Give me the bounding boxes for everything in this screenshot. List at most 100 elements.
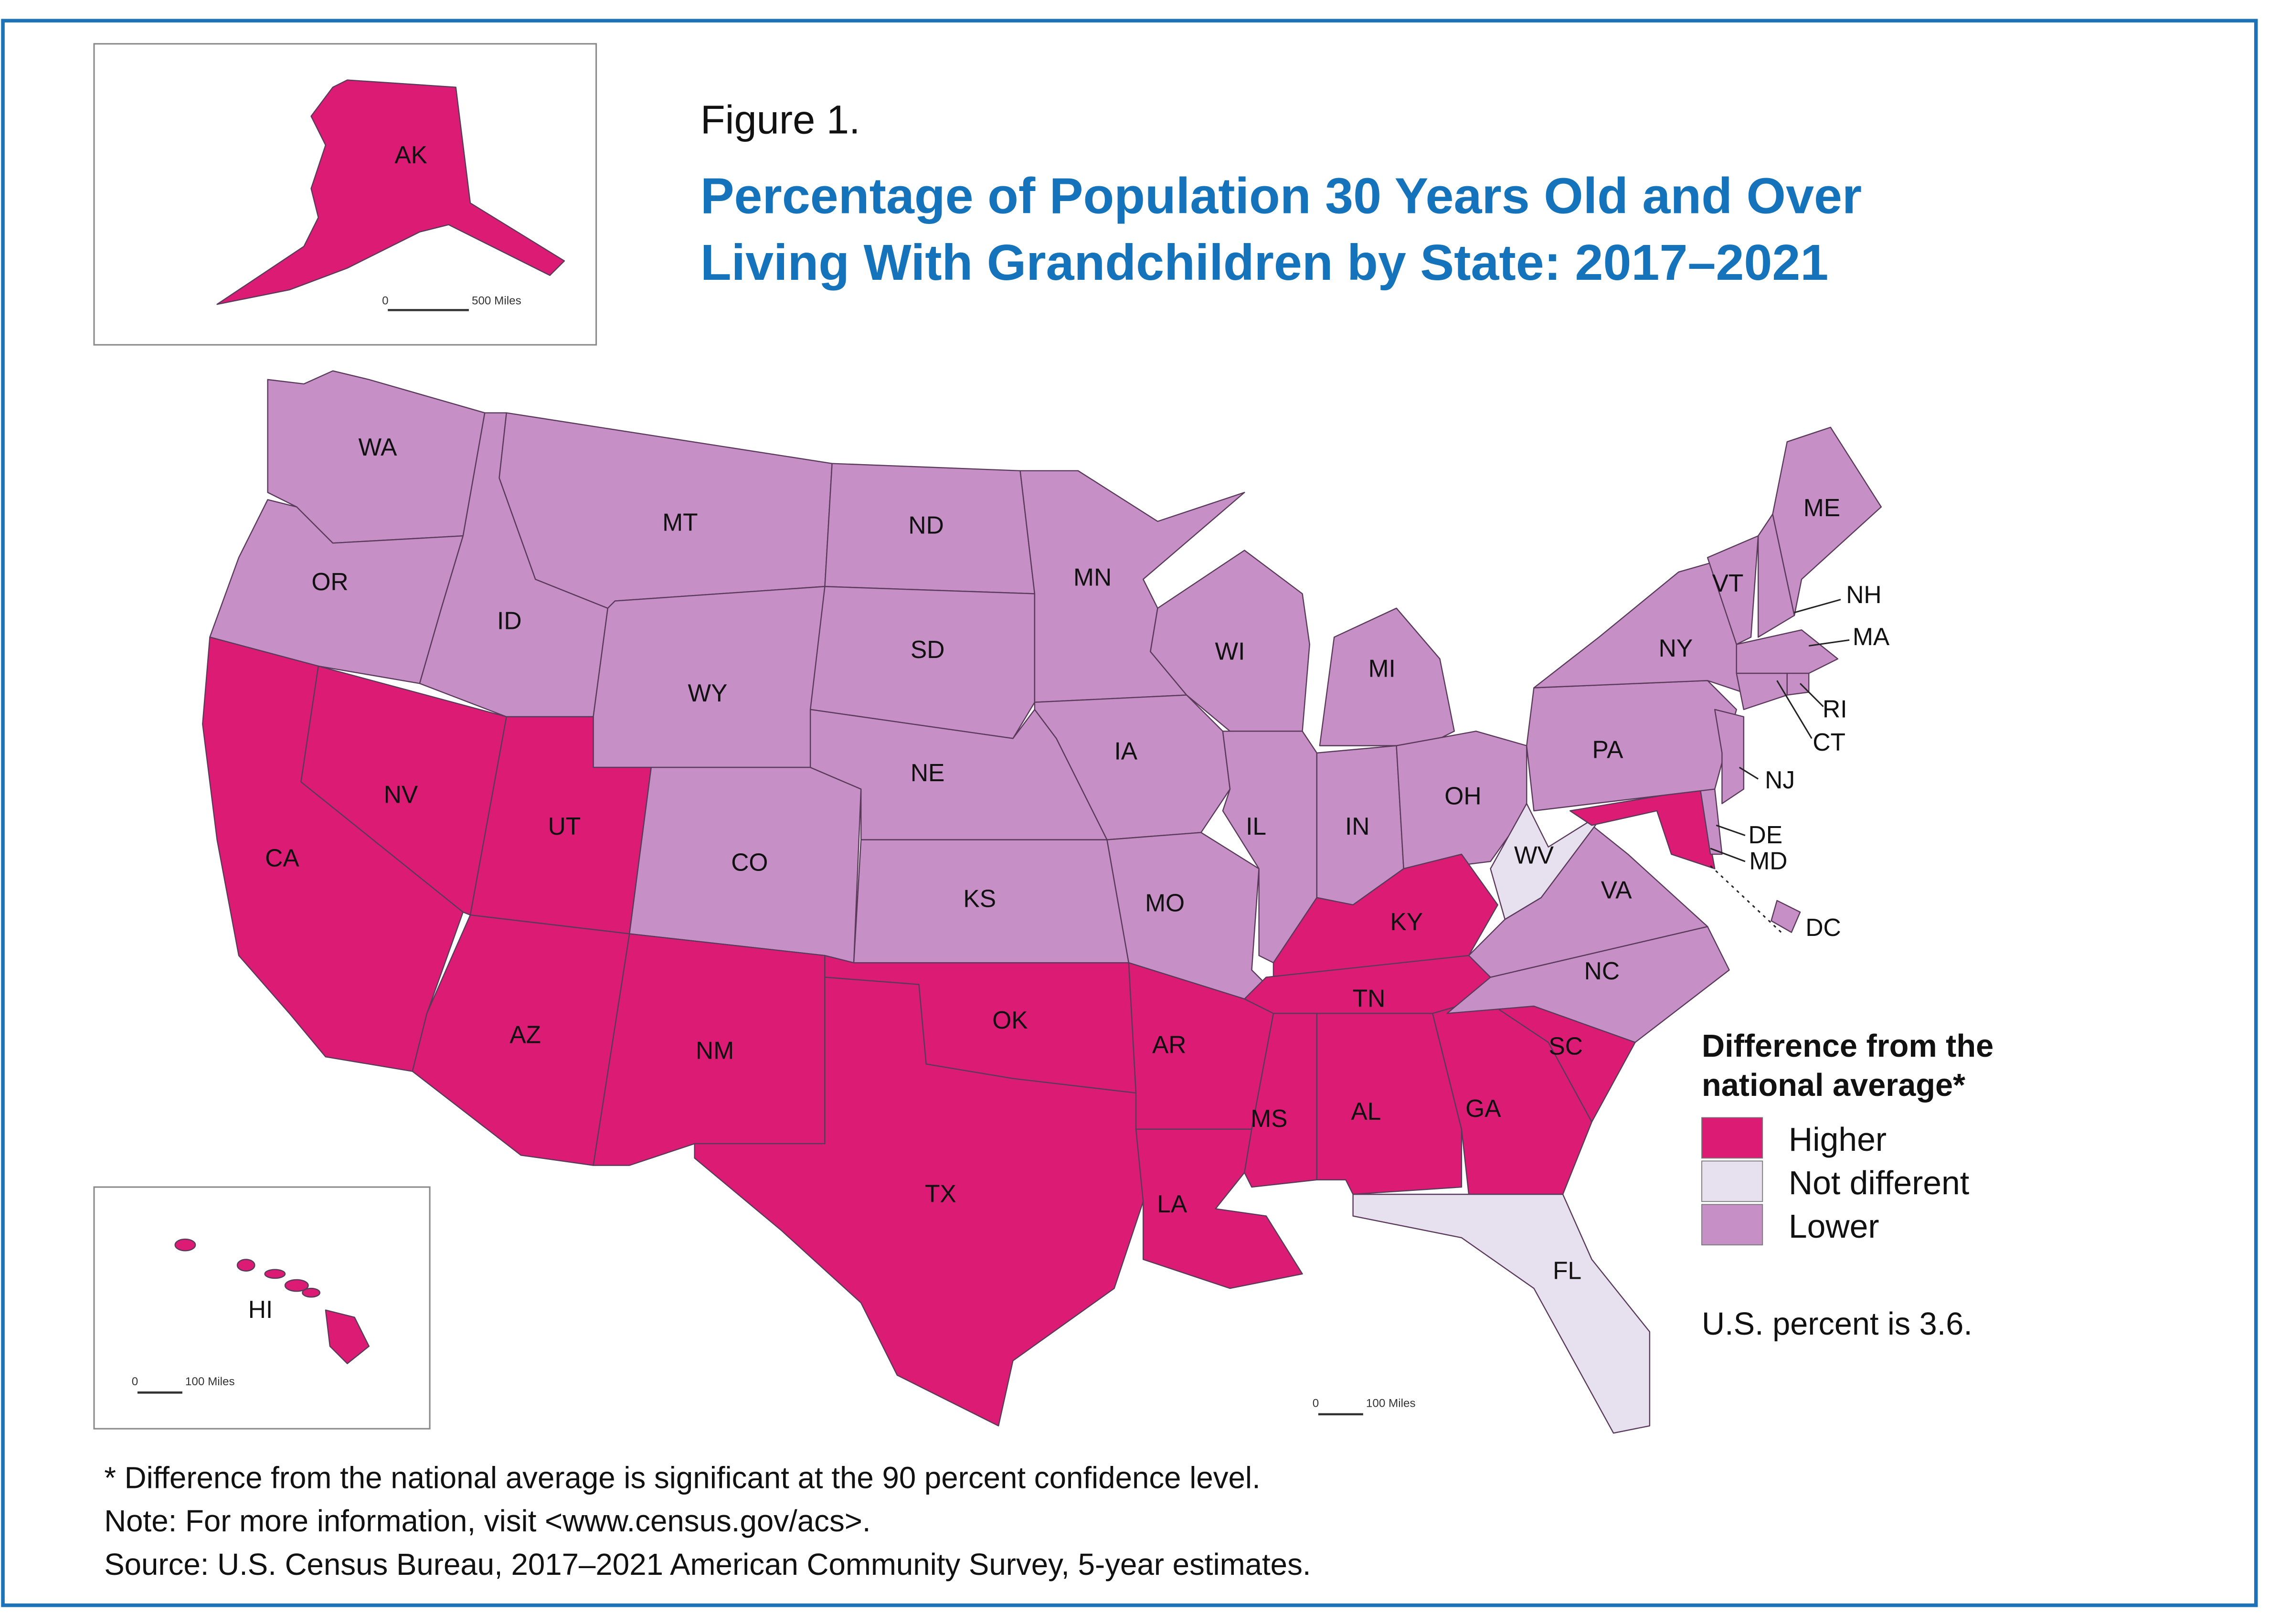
state: [694, 977, 1144, 1427]
state-label: ID: [497, 607, 522, 635]
scale-end: 500 Miles: [472, 294, 521, 307]
scale-start: 0: [1313, 1397, 1319, 1410]
state-label: NJ: [1765, 766, 1795, 794]
state-label: DC: [1805, 913, 1841, 941]
legend-title: Difference from the: [1702, 1029, 1993, 1064]
leader-line: [1809, 639, 1850, 647]
state-label: IA: [1114, 737, 1137, 764]
state-label: MS: [1251, 1104, 1287, 1132]
island: [302, 1287, 320, 1298]
state-label: CA: [265, 844, 299, 872]
state: [216, 79, 565, 305]
state: [1771, 900, 1801, 933]
state-label: PA: [1592, 735, 1624, 763]
state-label: NE: [911, 759, 945, 786]
footnote: Source: U.S. Census Bureau, 2017–2021 Am…: [104, 1548, 1311, 1582]
legend-items: Higher Not different Lower: [1701, 1117, 1969, 1246]
states: [174, 79, 1882, 1434]
state-label: DE: [1749, 821, 1783, 849]
state-label: AZ: [509, 1020, 541, 1048]
state-label: ME: [1803, 494, 1840, 521]
scale-end: 100 Miles: [1366, 1397, 1416, 1410]
island: [264, 1269, 286, 1279]
state-label: LA: [1157, 1190, 1188, 1218]
scale-bar: 0 500 Miles 0 100 Miles 0 100 Miles: [132, 294, 1416, 1416]
state-label: WV: [1514, 841, 1554, 869]
state-label: RI: [1823, 695, 1847, 722]
leader-line: [1716, 824, 1746, 836]
scale-start: 0: [132, 1375, 138, 1388]
state-label: AL: [1351, 1097, 1381, 1125]
state-label: AR: [1152, 1031, 1187, 1059]
hawaii-inset: [93, 1186, 431, 1430]
title: Living With Grandchildren by State: 2017…: [700, 234, 1829, 291]
state-label: SC: [1548, 1032, 1583, 1060]
leader-line: [1800, 683, 1824, 707]
state-label: NY: [1659, 634, 1693, 662]
state-label: VT: [1712, 569, 1744, 597]
state-label: WY: [688, 679, 727, 707]
figure-label: Figure 1.: [700, 97, 860, 142]
state-label: MT: [662, 509, 698, 536]
leader-line: [1776, 680, 1813, 739]
legend-label: Higher: [1789, 1121, 1887, 1158]
legend-swatch: [1701, 1204, 1763, 1246]
legend-label: Not different: [1789, 1164, 1969, 1201]
state-label: MA: [1853, 623, 1890, 650]
state-label: TN: [1353, 985, 1386, 1012]
state-label: IL: [1246, 812, 1266, 840]
leader-line: [1710, 865, 1783, 934]
state: [1772, 426, 1882, 616]
state-label: GA: [1465, 1094, 1501, 1122]
footnote: * Difference from the national average i…: [104, 1461, 1261, 1495]
state: [300, 665, 507, 916]
state-label: OR: [311, 568, 348, 595]
leader-line: [1794, 599, 1841, 614]
island: [236, 1259, 255, 1272]
us-note: U.S. percent is 3.6.: [1702, 1306, 1972, 1342]
state: [1222, 731, 1318, 964]
state: [209, 499, 464, 684]
legend-swatch: [1701, 1160, 1763, 1202]
state-label: NH: [1846, 581, 1881, 608]
state: [1736, 629, 1839, 674]
island: [284, 1279, 309, 1292]
state-label: NV: [384, 780, 418, 808]
state-label: FL: [1553, 1256, 1581, 1284]
legend: Difference from the national average* Hi…: [1701, 1029, 1993, 1342]
state-label: MD: [1749, 847, 1787, 875]
state-label: WA: [358, 433, 397, 461]
scale-start: 0: [382, 294, 388, 307]
state-labels: WA OR CA NV ID MT WY UT CO AZ NM ND SD NE KS OK TX MN IA MO…: [248, 141, 1890, 1323]
state-label: MI: [1368, 655, 1396, 682]
island: [174, 1238, 196, 1252]
leader-line: [1739, 766, 1759, 780]
state-label: UT: [548, 812, 581, 840]
state-label: VA: [1601, 876, 1633, 903]
legend-label: Lower: [1789, 1208, 1879, 1245]
legend-title: national average*: [1702, 1068, 1965, 1103]
state: [809, 586, 1036, 739]
state-label: NM: [696, 1037, 734, 1064]
state-label: MN: [1073, 563, 1112, 591]
state: [1786, 672, 1810, 696]
state: [1707, 535, 1759, 645]
state: [1352, 1193, 1651, 1434]
state-label: CO: [731, 849, 768, 876]
state-label: AK: [394, 141, 427, 169]
leader-line: [1710, 848, 1746, 862]
state-label: TX: [925, 1180, 956, 1208]
state: [1714, 709, 1745, 805]
state-label: ND: [908, 511, 944, 539]
state-label: WI: [1215, 637, 1245, 665]
state-label: SD: [911, 636, 945, 663]
state-label: CT: [1813, 728, 1845, 756]
leader-lines: [1710, 599, 1850, 934]
state: [1150, 550, 1310, 732]
state-label: KS: [963, 885, 996, 913]
state-label: IN: [1345, 812, 1370, 840]
title: Percentage of Population 30 Years Old an…: [700, 168, 1862, 224]
footnote: Note: For more information, visit <www.c…: [104, 1504, 870, 1538]
